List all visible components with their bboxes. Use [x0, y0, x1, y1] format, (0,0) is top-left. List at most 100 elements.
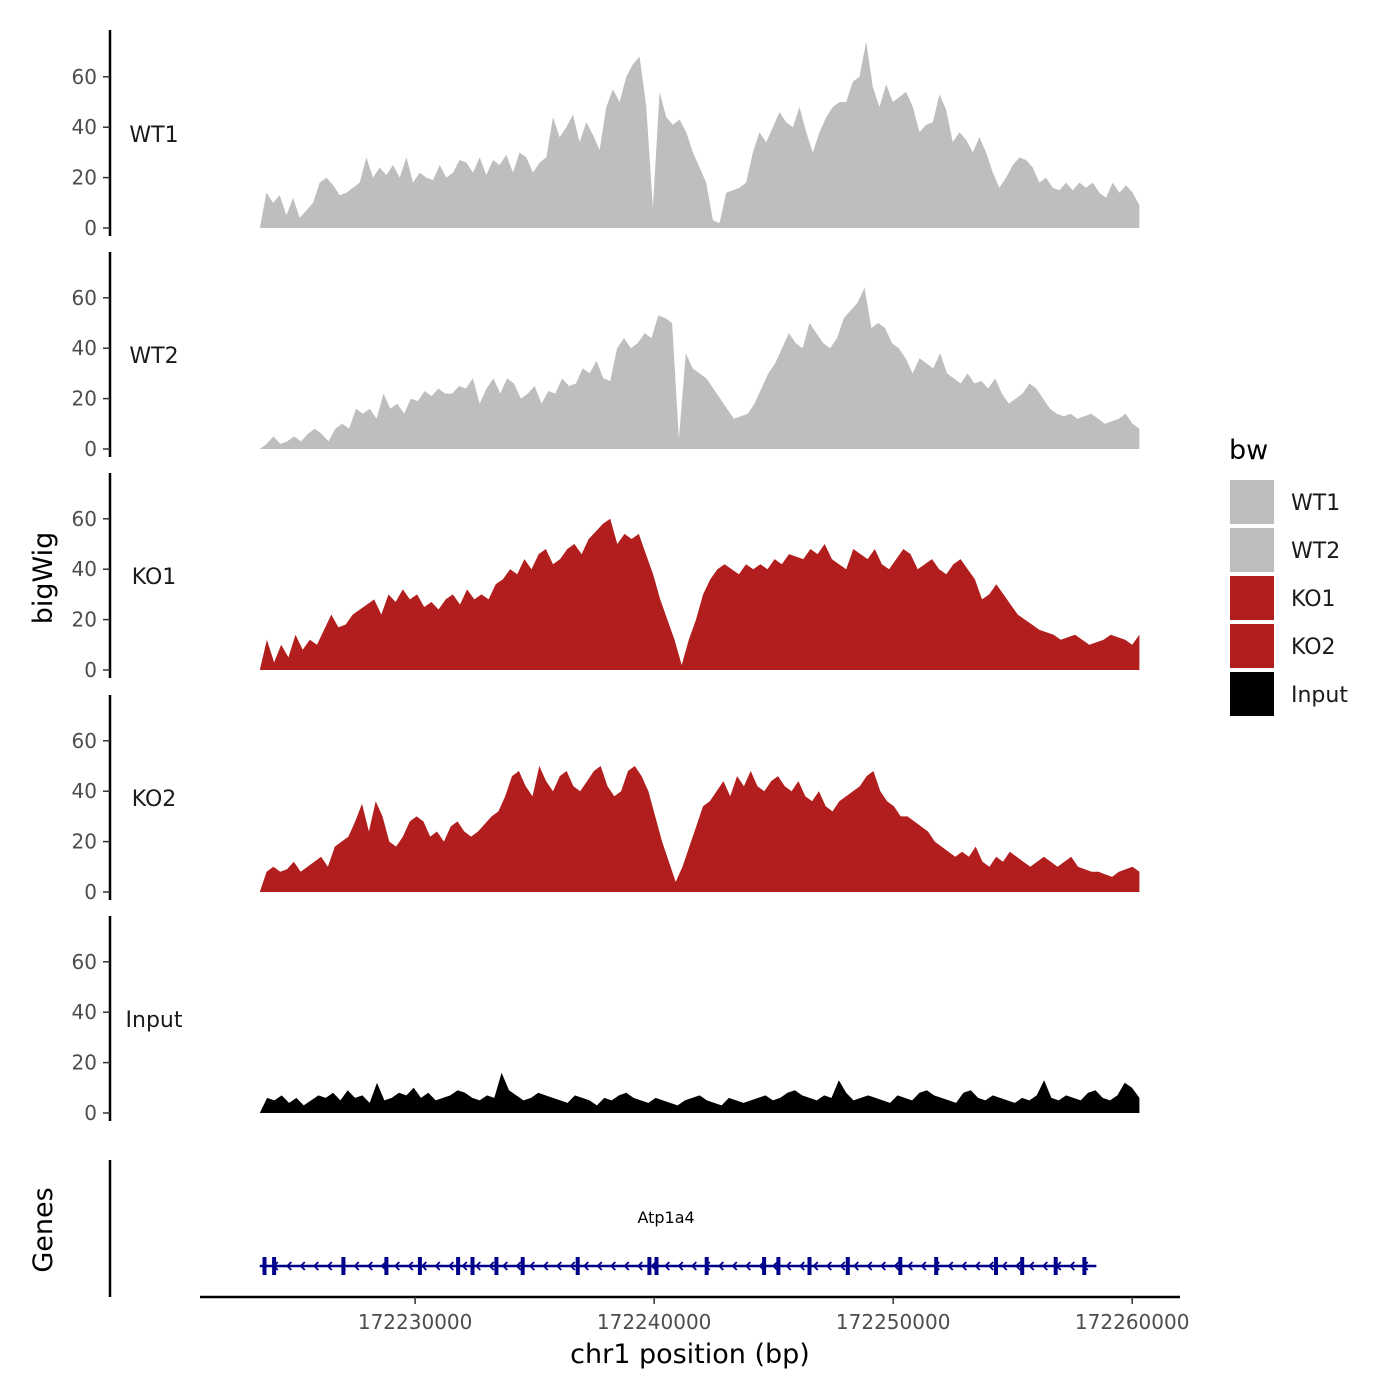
x-axis-title: chr1 position (bp) — [570, 1339, 810, 1370]
exon — [470, 1257, 475, 1275]
strand-arrow — [1028, 1261, 1035, 1271]
x-tick-label: 172230000 — [358, 1310, 473, 1334]
gene-track: Atp1a4 — [108, 1160, 1097, 1297]
exon — [494, 1257, 499, 1275]
y-axis-title: bigWig — [28, 532, 59, 625]
track-ko2: 0 20 40 60 KO2 — [72, 695, 1140, 904]
legend-swatch-ko2 — [1230, 624, 1274, 668]
y-tick-label: 40 — [72, 1000, 97, 1024]
track-label-wt1: WT1 — [129, 123, 178, 148]
track-input: 0 20 40 60 Input — [72, 916, 1140, 1125]
strand-arrow — [448, 1261, 454, 1271]
strand-arrow — [556, 1261, 562, 1271]
exon — [575, 1257, 580, 1275]
x-tick-label: 172260000 — [1075, 1310, 1190, 1334]
y-tick-label: 0 — [84, 216, 97, 240]
legend-label-wt1: WT1 — [1291, 491, 1340, 516]
legend-title: bw — [1229, 435, 1268, 466]
exon — [456, 1257, 461, 1275]
strand-arrow — [866, 1261, 873, 1271]
y-tick-label: 60 — [72, 286, 97, 310]
exon — [704, 1257, 709, 1275]
exon — [384, 1257, 389, 1275]
exon — [647, 1257, 652, 1275]
strand-arrow — [1069, 1261, 1075, 1271]
strand-arrow — [515, 1261, 522, 1271]
y-tick-label: 40 — [72, 336, 97, 360]
y-tick-label: 40 — [72, 115, 97, 139]
strand-arrow — [367, 1261, 373, 1271]
strand-arrow — [596, 1261, 603, 1271]
track-label-ko1: KO1 — [132, 565, 177, 590]
track-label-wt2: WT2 — [129, 344, 178, 369]
strand-arrow — [542, 1261, 549, 1271]
exon — [898, 1257, 903, 1275]
track-wt1: 0 20 40 60 WT1 — [72, 30, 1140, 240]
y-tick-label: 40 — [72, 779, 97, 803]
strand-arrow — [407, 1261, 414, 1271]
gene-name-label: Atp1a4 — [637, 1208, 694, 1227]
exon — [994, 1257, 998, 1275]
exon — [1082, 1257, 1087, 1275]
strand-arrow — [826, 1261, 832, 1271]
strand-arrow — [731, 1261, 738, 1271]
strand-arrow — [475, 1261, 481, 1271]
strand-arrow — [421, 1261, 427, 1271]
y-tick-label: 0 — [84, 1101, 97, 1125]
strand-arrow — [812, 1261, 819, 1271]
exon — [776, 1257, 781, 1275]
strand-arrow — [920, 1261, 927, 1271]
track-ko1: 0 20 40 60 KO1 — [72, 473, 1140, 682]
legend-label-ko2: KO2 — [1291, 635, 1336, 660]
strand-arrow — [583, 1261, 589, 1271]
track-label-ko2: KO2 — [132, 787, 177, 812]
strand-arrow — [961, 1261, 967, 1271]
track-label-input: Input — [126, 1008, 183, 1033]
legend-label-wt2: WT2 — [1291, 539, 1340, 564]
area-wt2 — [259, 287, 1140, 449]
strand-arrow — [853, 1261, 859, 1271]
strand-arrow — [529, 1261, 535, 1271]
area-ko1 — [259, 518, 1140, 670]
y-tick-label: 20 — [72, 387, 97, 411]
strand-arrow — [893, 1261, 900, 1271]
exon — [845, 1257, 850, 1275]
legend-swatch-wt2 — [1230, 528, 1274, 572]
strand-arrow — [974, 1261, 981, 1271]
y-tick-label: 40 — [72, 557, 97, 581]
strand-arrow — [947, 1261, 954, 1271]
y-tick-label: 20 — [72, 1051, 97, 1075]
strand-arrow — [313, 1261, 319, 1271]
strand-arrow — [839, 1261, 846, 1271]
y-tick-label: 60 — [72, 950, 97, 974]
strand-arrow — [637, 1261, 643, 1271]
y-tick-label: 0 — [84, 658, 97, 682]
legend-swatch-ko1 — [1230, 576, 1274, 620]
exon — [807, 1257, 812, 1275]
strand-arrow — [772, 1261, 778, 1271]
strand-arrow — [880, 1261, 886, 1271]
y-tick-label: 60 — [72, 729, 97, 753]
strand-arrow — [1042, 1261, 1048, 1271]
y-tick-label: 60 — [72, 65, 97, 89]
exon — [272, 1257, 277, 1275]
legend-swatch-input — [1230, 672, 1274, 716]
exon — [762, 1257, 767, 1275]
strand-arrow — [353, 1261, 360, 1271]
exon — [520, 1257, 525, 1275]
strand-arrow — [299, 1261, 306, 1271]
exon — [341, 1257, 346, 1275]
strand-arrow — [502, 1261, 508, 1271]
strand-arrow — [488, 1261, 495, 1271]
strand-arrow — [650, 1261, 657, 1271]
strand-arrow — [785, 1261, 792, 1271]
strand-arrow — [286, 1261, 292, 1271]
strand-arrow — [623, 1261, 630, 1271]
strand-arrow — [461, 1261, 468, 1271]
x-axis: 172230000 172240000 172250000 172260000 — [200, 1295, 1190, 1334]
exon — [1053, 1257, 1058, 1275]
gene-track-title: Genes — [28, 1187, 59, 1272]
strand-arrow — [394, 1261, 400, 1271]
legend-label-ko1: KO1 — [1291, 587, 1336, 612]
